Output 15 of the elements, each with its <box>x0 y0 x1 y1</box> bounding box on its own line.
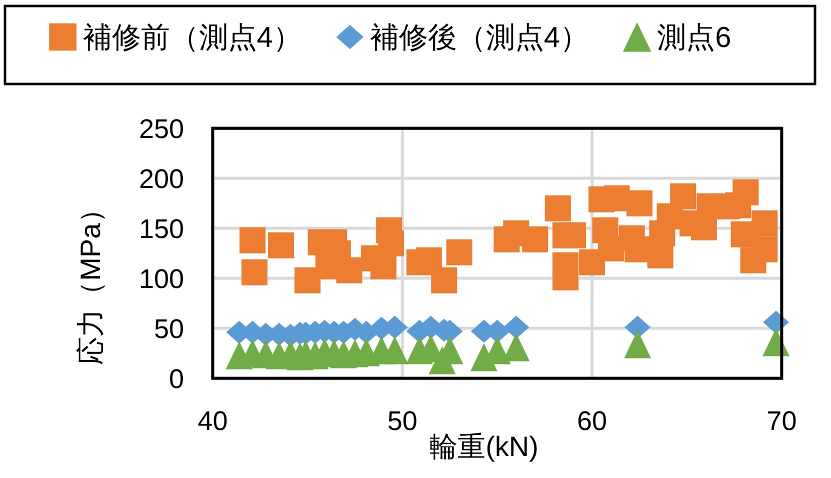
y-tick-label: 50 <box>154 314 184 344</box>
legend-label: 補修前（測点4） <box>82 22 302 54</box>
x-tick-label: 70 <box>766 406 797 436</box>
x-tick-label: 60 <box>577 406 608 436</box>
y-tick-label: 150 <box>138 214 184 244</box>
y-axis-title: 応力（MPa） <box>75 195 106 365</box>
y-tick-label: 0 <box>168 364 184 394</box>
y-tick-label: 250 <box>138 114 184 144</box>
x-tick-label: 50 <box>387 406 418 436</box>
y-tick-label: 100 <box>138 264 184 294</box>
legend-label: 補修後（測点4） <box>370 22 590 54</box>
x-tick-label: 40 <box>198 406 228 436</box>
y-tick-label: 200 <box>138 164 184 194</box>
legend-label: 測点6 <box>657 22 732 54</box>
x-axis-title: 輪重(kN) <box>430 431 538 462</box>
